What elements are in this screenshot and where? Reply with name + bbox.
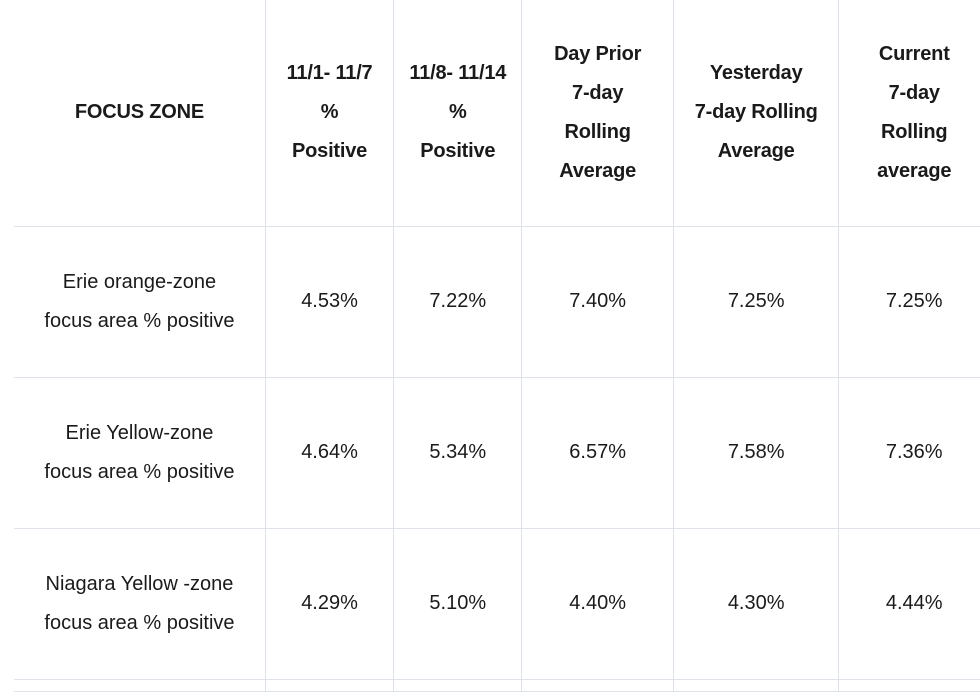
empty-cell	[672, 678, 840, 692]
header-line: 11/8- 11/14	[409, 62, 507, 85]
value-cell: 5.34%	[393, 376, 523, 529]
empty-cell	[521, 678, 674, 692]
zone-name-line: focus area % positive	[44, 309, 235, 332]
zone-name-cell: Erie orange-zone focus area % positive	[14, 225, 266, 378]
empty-cell	[393, 678, 523, 692]
header-line: 11/1- 11/7	[286, 62, 373, 85]
value-cell: 6.57%	[521, 376, 674, 529]
value-cell: 4.40%	[521, 527, 674, 680]
header-line: Positive	[292, 140, 368, 163]
zone-name-cell: Erie Yellow-zone focus area % positive	[14, 376, 266, 529]
zone-name-line: focus area % positive	[44, 611, 235, 634]
header-line: %	[320, 101, 339, 124]
header-week-2: 11/8- 11/14 % Positive	[393, 0, 523, 227]
zone-name-line: Niagara Yellow -zone	[45, 572, 234, 595]
header-line: Current	[878, 42, 950, 65]
zone-name-line: Erie Yellow-zone	[65, 421, 214, 444]
empty-cell	[838, 678, 980, 692]
value-cell: 7.58%	[672, 376, 840, 529]
value-cell: 4.53%	[264, 225, 395, 378]
header-line: Rolling	[564, 120, 631, 143]
header-line: Yesterday	[709, 62, 803, 85]
header-week-1: 11/1- 11/7 % Positive	[264, 0, 395, 227]
header-current: Current 7-day Rolling average	[838, 0, 980, 227]
value-cell: 7.22%	[393, 225, 523, 378]
value-cell: 4.29%	[264, 527, 395, 680]
value-cell: 7.36%	[838, 376, 980, 529]
table-row: Niagara Yellow -zone focus area % positi…	[14, 527, 980, 680]
value-cell: 7.25%	[672, 225, 840, 378]
header-line: Positive	[420, 140, 496, 163]
empty-cell	[264, 678, 395, 692]
header-line: Day Prior	[554, 42, 642, 65]
header-line: Average	[717, 140, 795, 163]
value-cell: 7.40%	[521, 225, 674, 378]
zone-name-line: Erie orange-zone	[62, 270, 217, 293]
header-line: Average	[559, 159, 637, 182]
header-line: Rolling	[881, 120, 948, 143]
value-cell: 7.25%	[838, 225, 980, 378]
header-line: FOCUS ZONE	[74, 101, 205, 124]
focus-zone-table: FOCUS ZONE 11/1- 11/7 % Positive 11/8- 1…	[14, 0, 980, 692]
table-row: Erie orange-zone focus area % positive 4…	[14, 225, 980, 378]
header-line: 7-day Rolling	[694, 101, 818, 124]
header-line: 7-day	[572, 81, 624, 104]
value-cell: 4.64%	[264, 376, 395, 529]
zone-name-line: focus area % positive	[44, 460, 235, 483]
header-line: average	[877, 159, 952, 182]
empty-cell	[14, 678, 266, 692]
header-yesterday: Yesterday 7-day Rolling Average	[672, 0, 840, 227]
value-cell: 4.30%	[672, 527, 840, 680]
header-row: FOCUS ZONE 11/1- 11/7 % Positive 11/8- 1…	[14, 0, 980, 227]
table-row: Erie Yellow-zone focus area % positive 4…	[14, 376, 980, 529]
value-cell: 5.10%	[393, 527, 523, 680]
header-focus-zone: FOCUS ZONE	[14, 0, 266, 227]
value-cell: 4.44%	[838, 527, 980, 680]
table-row-partial	[14, 678, 980, 692]
zone-name-cell: Niagara Yellow -zone focus area % positi…	[14, 527, 266, 680]
header-line: %	[448, 101, 467, 124]
header-line: 7-day	[888, 81, 940, 104]
header-day-prior: Day Prior 7-day Rolling Average	[521, 0, 674, 227]
